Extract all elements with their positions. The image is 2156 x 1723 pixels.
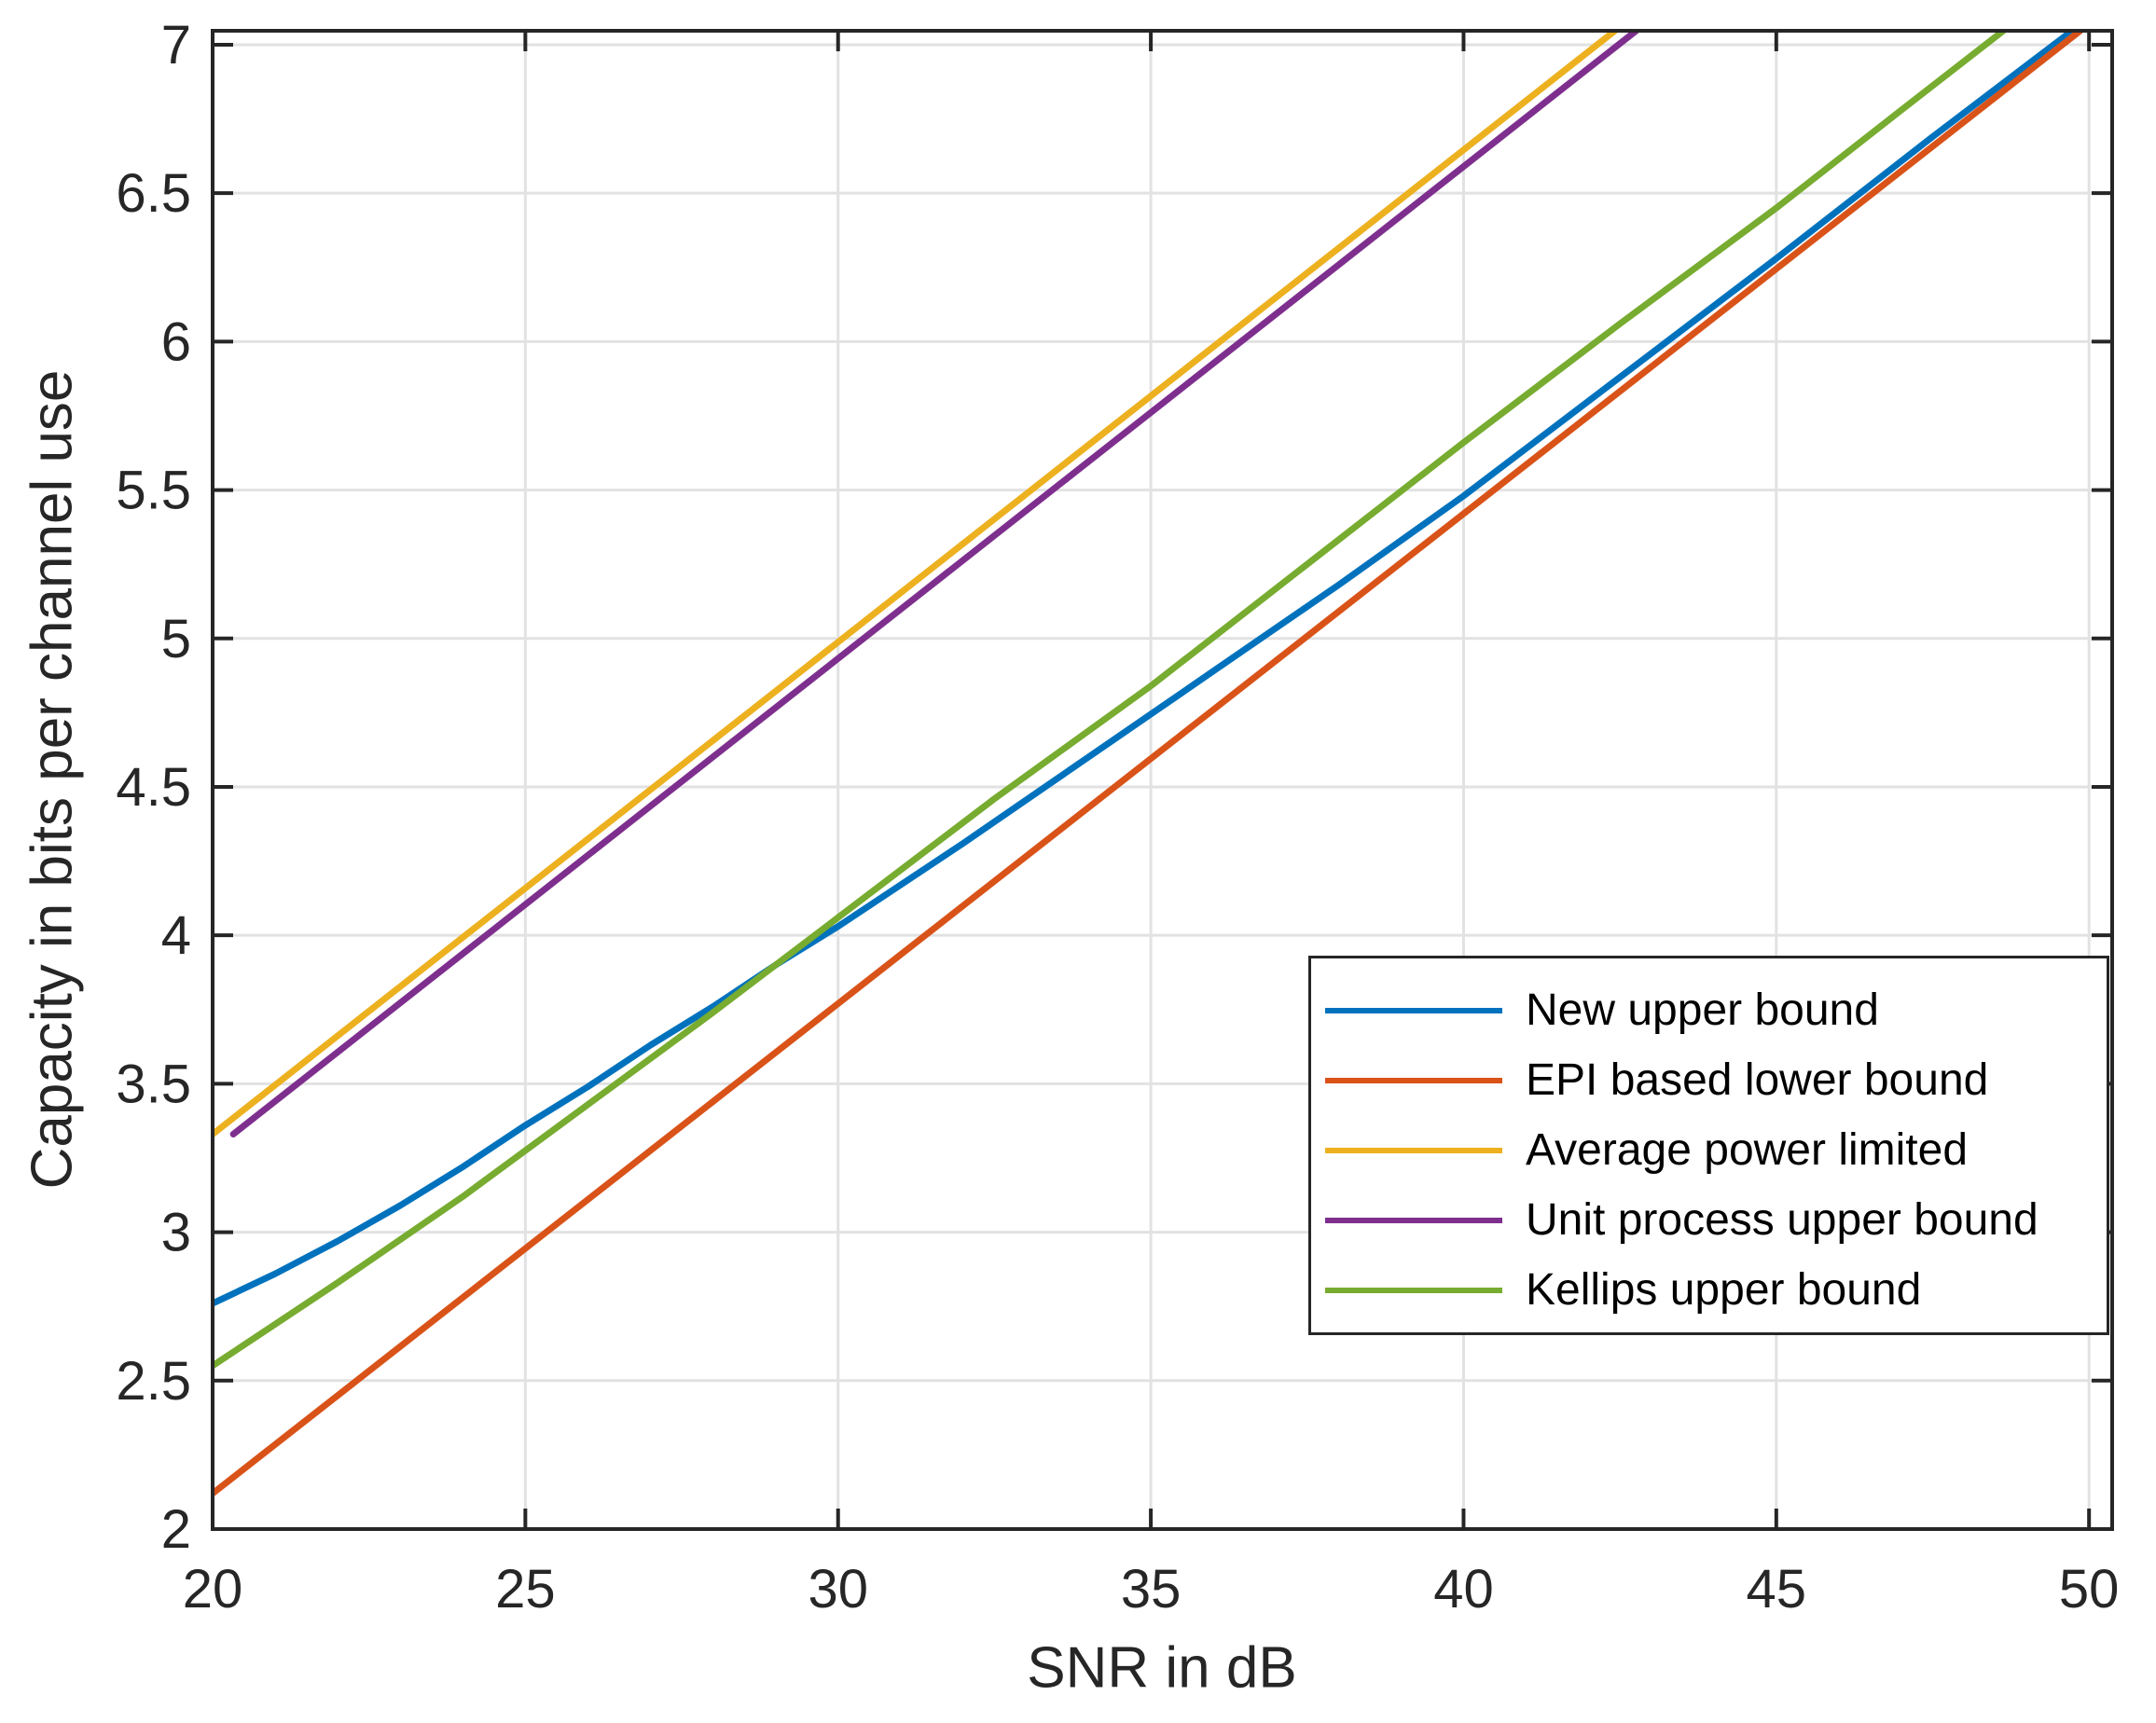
series-line-new-upper-bound (213, 31, 2076, 1307)
legend-item-unit-process-upper-bound: Unit process upper bound (1311, 1185, 2107, 1255)
x-tick-label-45: 45 (1747, 1559, 1807, 1620)
y-axis-label: Capacity in bits per channel use (20, 369, 85, 1190)
y-tick-label-3.5: 3.5 (116, 1054, 191, 1114)
legend: New upper bound EPI based lower bound Aver… (1308, 956, 2109, 1335)
y-tick-label-2.5: 2.5 (116, 1351, 191, 1412)
x-tick-label-20: 20 (183, 1559, 243, 1620)
y-tick-label-2: 2 (161, 1499, 191, 1560)
x-axis-label: SNR in dB (1027, 1635, 1297, 1701)
x-tick-label-30: 30 (808, 1559, 868, 1620)
legend-line-sample (1325, 1217, 1502, 1223)
y-tick-label-6: 6 (161, 311, 191, 372)
grid (211, 31, 2112, 1531)
y-tick-label-7: 7 (161, 15, 191, 76)
axes-box (211, 29, 2114, 1531)
legend-item-new-upper-bound: New upper bound (1311, 975, 2107, 1045)
legend-item-label: EPI based lower bound (1526, 1055, 1989, 1105)
y-tick-label-4: 4 (161, 905, 191, 966)
legend-item-label: Average power limited (1526, 1125, 1969, 1175)
series-group (213, 31, 2084, 1497)
legend-item-kellips-upper-bound: Kellips upper bound (1311, 1255, 2107, 1325)
legend-line-sample (1325, 1007, 1502, 1013)
x-tick-label-25: 25 (495, 1559, 556, 1620)
y-tick-label-4.5: 4.5 (116, 757, 191, 818)
y-tick-label-5.5: 5.5 (116, 461, 191, 521)
series-line-epi-based-lower-bound (213, 31, 2084, 1497)
legend-line-sample (1325, 1287, 1502, 1293)
y-tick-labels: 2 2.5 3 3.5 4 4.5 5 5.5 6 6.5 7 (116, 15, 191, 1560)
legend-item-label: New upper bound (1526, 986, 1879, 1035)
x-tick-label-40: 40 (1433, 1559, 1494, 1620)
y-tick-label-5: 5 (161, 609, 191, 669)
x-tick-labels: 20 25 30 35 40 45 50 (183, 1559, 2120, 1620)
series-line-average-power-limited (213, 31, 1619, 1138)
x-tick-label-50: 50 (2059, 1559, 2120, 1620)
legend-item-label: Kellips upper bound (1526, 1265, 1922, 1315)
tick-marks (211, 31, 2112, 1531)
legend-item-epi-based-lower-bound: EPI based lower bound (1311, 1045, 2107, 1115)
legend-item-label: Unit process upper bound (1526, 1195, 2039, 1245)
x-tick-label-35: 35 (1121, 1559, 1182, 1620)
legend-item-average-power-limited: Average power limited (1311, 1115, 2107, 1185)
legend-line-sample (1325, 1077, 1502, 1083)
series-line-unit-process-upper-bound (229, 31, 1640, 1138)
legend-line-sample (1325, 1147, 1502, 1153)
y-tick-label-3: 3 (161, 1203, 191, 1263)
series-line-kellips-upper-bound (213, 31, 2007, 1370)
y-tick-label-6.5: 6.5 (116, 163, 191, 224)
